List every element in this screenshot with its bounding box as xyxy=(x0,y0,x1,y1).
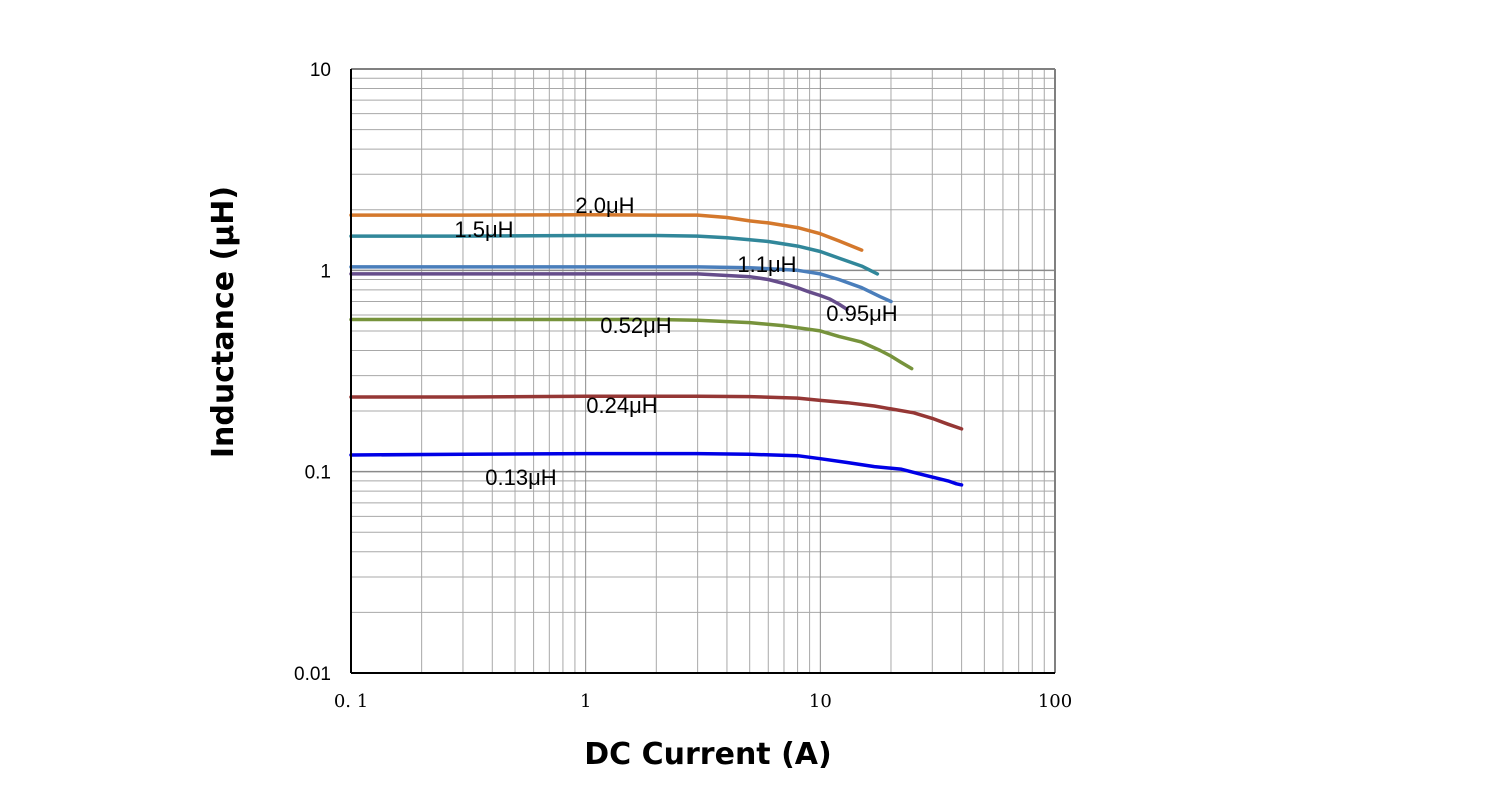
series-label: 0.13μH xyxy=(485,465,556,490)
x-tick-label: 10 xyxy=(809,691,832,712)
series-line xyxy=(349,265,893,304)
y-tick-label: 10 xyxy=(310,60,331,81)
x-tick-label: 1 xyxy=(580,691,591,712)
series-line xyxy=(349,451,964,487)
series-label: 2.0μH xyxy=(575,193,634,218)
minor-gridlines xyxy=(351,69,1055,673)
series-label: 1.1μH xyxy=(737,252,796,277)
y-tick-label: 0.1 xyxy=(305,463,331,484)
series-line xyxy=(349,233,880,276)
series-lines xyxy=(349,212,964,487)
series-labels: 2.0μH 1.5μH 1.1μH 0.95μH 0.52μH 0.24μH 0.13μH xyxy=(454,193,897,490)
axes xyxy=(350,68,1056,674)
series-label: 0.95μH xyxy=(826,301,897,326)
major-gridlines xyxy=(350,69,1055,674)
y-tick-label: 0.01 xyxy=(294,664,331,685)
series-label: 0.52μH xyxy=(600,313,671,338)
y-axis-title: Inductance (μH) xyxy=(206,186,241,458)
x-tick-label: 100 xyxy=(1038,691,1072,712)
series-line xyxy=(349,317,914,371)
y-tick-label: 1 xyxy=(320,261,331,282)
tick-labels: 0. 1 1 10 100 0.01 0.1 1 10 xyxy=(294,60,1072,712)
series-line xyxy=(349,394,964,431)
series-line xyxy=(349,212,864,252)
series-line xyxy=(349,272,849,312)
x-tick-label: 0. 1 xyxy=(334,691,368,712)
x-axis-title: DC Current (A) xyxy=(584,737,831,772)
series-label: 1.5μH xyxy=(454,217,513,242)
series-label: 0.24μH xyxy=(586,393,657,418)
